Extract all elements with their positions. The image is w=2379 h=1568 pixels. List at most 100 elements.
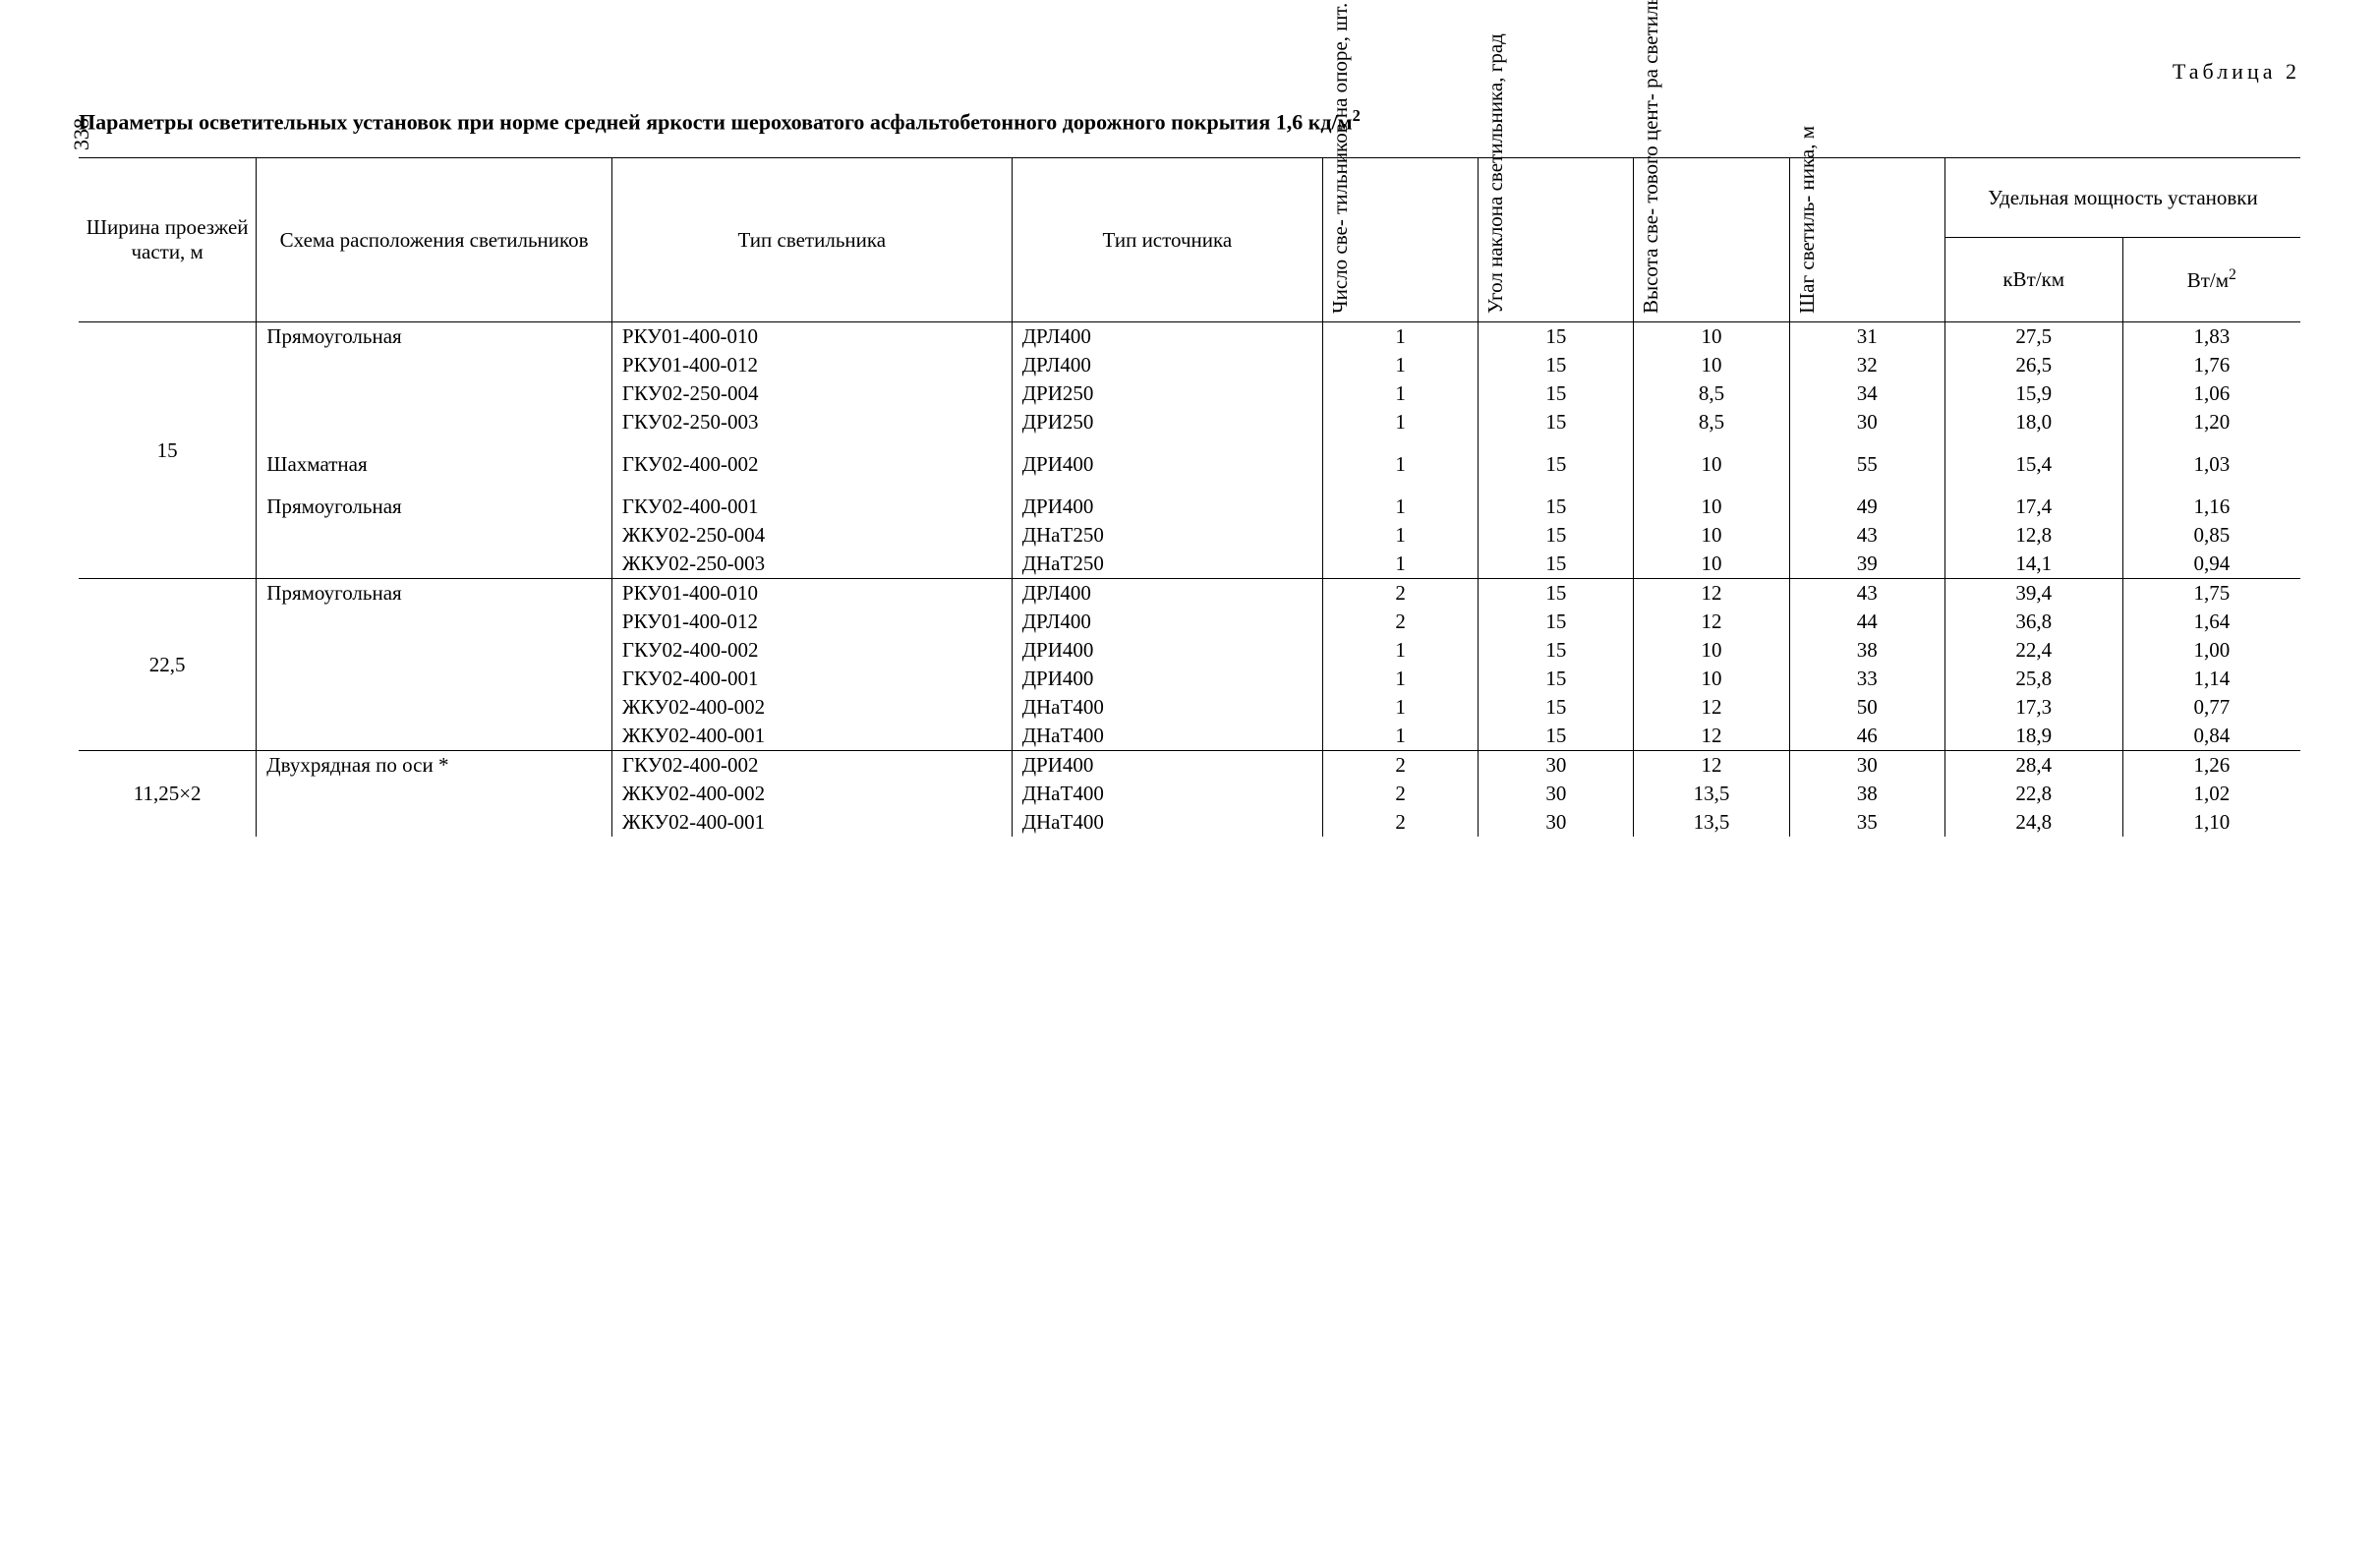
cell-c4: ДРИ400	[1012, 450, 1322, 479]
cell-c10: 1,75	[2122, 579, 2300, 609]
cell-c6: 15	[1479, 408, 1634, 436]
cell-c7: 10	[1634, 521, 1789, 550]
cell-c4: ДРЛ400	[1012, 579, 1322, 609]
th-source-type: Тип источника	[1012, 158, 1322, 322]
cell-c10: 1,16	[2122, 493, 2300, 521]
cell-c10: 0,84	[2122, 722, 2300, 751]
table-caption: Параметры осветительных установок при но…	[79, 104, 2300, 138]
cell-c10: 1,06	[2122, 379, 2300, 408]
lighting-table: Ширина проезжей части, м Схема расположе…	[79, 157, 2300, 837]
cell-c6: 15	[1479, 722, 1634, 751]
cell-c8: 43	[1789, 521, 1944, 550]
cell-c7: 10	[1634, 636, 1789, 665]
cell-c6: 15	[1479, 351, 1634, 379]
cell-c9: 28,4	[1944, 751, 2122, 781]
cell-c10: 1,00	[2122, 636, 2300, 665]
cell-c9: 24,8	[1944, 808, 2122, 837]
cell-c9: 25,8	[1944, 665, 2122, 693]
cell-c10: 0,94	[2122, 550, 2300, 579]
cell-c4: ДНаТ250	[1012, 521, 1322, 550]
cell-width: 15	[79, 322, 257, 579]
th-scheme: Схема расположения светильников	[257, 158, 612, 322]
th-w-m2: Вт/м2	[2122, 238, 2300, 322]
cell-c10: 1,03	[2122, 450, 2300, 479]
cell-c8: 35	[1789, 808, 1944, 837]
cell-c6: 15	[1479, 579, 1634, 609]
cell-c9: 36,8	[1944, 608, 2122, 636]
cell-c3: ЖКУ02-400-001	[611, 808, 1012, 837]
cell-c5: 1	[1323, 636, 1479, 665]
cell-c8: 30	[1789, 751, 1944, 781]
cell-c4: ДРИ400	[1012, 636, 1322, 665]
cell-c3: ГКУ02-400-002	[611, 751, 1012, 781]
cell-scheme: Прямоугольная	[257, 322, 612, 437]
cell-c5: 1	[1323, 408, 1479, 436]
cell-c8: 38	[1789, 636, 1944, 665]
cell-c7: 10	[1634, 322, 1789, 352]
cell-c4: ДРИ400	[1012, 493, 1322, 521]
cell-c9: 22,4	[1944, 636, 2122, 665]
cell-c8: 43	[1789, 579, 1944, 609]
cell-c3: РКУ01-400-012	[611, 351, 1012, 379]
cell-c9: 18,9	[1944, 722, 2122, 751]
cell-c9: 17,3	[1944, 693, 2122, 722]
cell-c9: 18,0	[1944, 408, 2122, 436]
cell-c5: 1	[1323, 450, 1479, 479]
table-label: Таблица 2	[79, 59, 2300, 85]
cell-c10: 1,76	[2122, 351, 2300, 379]
cell-c8: 50	[1789, 693, 1944, 722]
cell-c6: 15	[1479, 322, 1634, 352]
cell-c9: 15,4	[1944, 450, 2122, 479]
cell-c9: 22,8	[1944, 780, 2122, 808]
cell-c6: 30	[1479, 808, 1634, 837]
caption-sup: 2	[1353, 106, 1361, 125]
cell-width: 22,5	[79, 579, 257, 751]
caption-text: Параметры осветительных установок при но…	[79, 109, 1353, 134]
cell-c5: 1	[1323, 550, 1479, 579]
cell-c9: 26,5	[1944, 351, 2122, 379]
cell-c8: 34	[1789, 379, 1944, 408]
th-width: Ширина проезжей части, м	[79, 158, 257, 322]
cell-c5: 2	[1323, 579, 1479, 609]
cell-c7: 13,5	[1634, 780, 1789, 808]
cell-c3: РКУ01-400-010	[611, 322, 1012, 352]
cell-c8: 38	[1789, 780, 1944, 808]
cell-c9: 39,4	[1944, 579, 2122, 609]
cell-c10: 1,64	[2122, 608, 2300, 636]
cell-c3: ЖКУ02-400-001	[611, 722, 1012, 751]
th-step: Шаг светиль- ника, м	[1789, 158, 1944, 322]
cell-c7: 8,5	[1634, 379, 1789, 408]
cell-c10: 1,14	[2122, 665, 2300, 693]
cell-c4: ДРИ250	[1012, 379, 1322, 408]
cell-c8: 33	[1789, 665, 1944, 693]
cell-c8: 39	[1789, 550, 1944, 579]
cell-c7: 10	[1634, 493, 1789, 521]
cell-c4: ДНаТ400	[1012, 693, 1322, 722]
cell-c3: РКУ01-400-010	[611, 579, 1012, 609]
cell-c6: 30	[1479, 751, 1634, 781]
cell-scheme: Шахматная	[257, 450, 612, 479]
cell-c7: 12	[1634, 579, 1789, 609]
cell-c5: 1	[1323, 693, 1479, 722]
page-number: 338	[69, 118, 94, 150]
cell-c6: 15	[1479, 521, 1634, 550]
cell-c4: ДНаТ400	[1012, 808, 1322, 837]
cell-c4: ДРИ400	[1012, 751, 1322, 781]
cell-c3: ГКУ02-400-002	[611, 636, 1012, 665]
cell-c8: 46	[1789, 722, 1944, 751]
cell-c7: 12	[1634, 608, 1789, 636]
cell-c3: РКУ01-400-012	[611, 608, 1012, 636]
cell-c4: ДРИ250	[1012, 408, 1322, 436]
cell-c9: 27,5	[1944, 322, 2122, 352]
cell-c6: 15	[1479, 450, 1634, 479]
cell-c7: 10	[1634, 665, 1789, 693]
cell-c10: 0,85	[2122, 521, 2300, 550]
cell-c3: ГКУ02-250-003	[611, 408, 1012, 436]
cell-c5: 1	[1323, 322, 1479, 352]
th-angle: Угол наклона светильника, град	[1479, 158, 1634, 322]
cell-c10: 1,10	[2122, 808, 2300, 837]
cell-c6: 30	[1479, 780, 1634, 808]
cell-c4: ДРЛ400	[1012, 608, 1322, 636]
cell-c6: 15	[1479, 693, 1634, 722]
cell-c6: 15	[1479, 379, 1634, 408]
